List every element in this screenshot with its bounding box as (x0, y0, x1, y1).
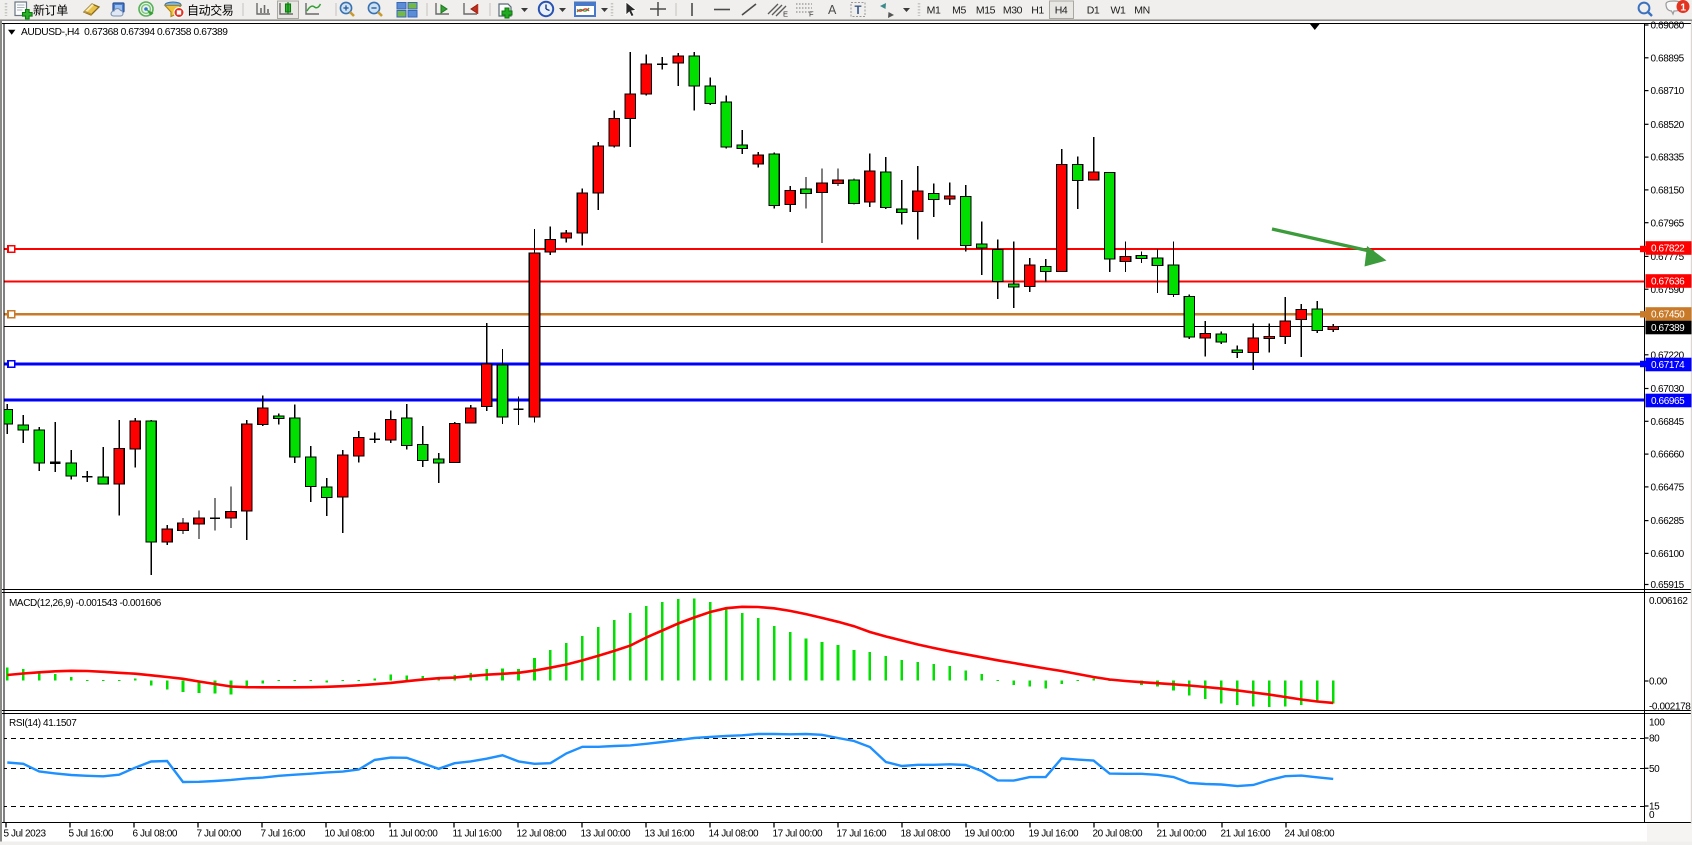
svg-text:0.67965: 0.67965 (1651, 218, 1685, 229)
svg-text:5 Jul 16:00: 5 Jul 16:00 (69, 829, 114, 840)
svg-text:0.00: 0.00 (1649, 677, 1668, 688)
svg-text:0.006162: 0.006162 (1649, 596, 1688, 607)
svg-text:21 Jul 16:00: 21 Jul 16:00 (1221, 829, 1272, 840)
svg-text:E: E (783, 10, 788, 19)
svg-text:0.66845: 0.66845 (1651, 417, 1685, 428)
svg-text:0.65915: 0.65915 (1651, 580, 1685, 591)
svg-text:0.67220: 0.67220 (1651, 350, 1685, 361)
svg-text:12 Jul 08:00: 12 Jul 08:00 (517, 829, 568, 840)
svg-text:0.68520: 0.68520 (1651, 120, 1685, 131)
svg-text:19 Jul 00:00: 19 Jul 00:00 (965, 829, 1016, 840)
svg-text:A: A (828, 3, 837, 17)
svg-text:13 Jul 00:00: 13 Jul 00:00 (581, 829, 632, 840)
svg-text:10 Jul 08:00: 10 Jul 08:00 (325, 829, 376, 840)
svg-text:0.67775: 0.67775 (1651, 252, 1685, 263)
svg-text:AUDUSD-,H4 0.67368 0.67394 0.: AUDUSD-,H4 0.67368 0.67394 0.67358 0.673… (21, 27, 228, 38)
svg-text:0.68150: 0.68150 (1651, 186, 1685, 197)
svg-text:0.66285: 0.66285 (1651, 516, 1685, 527)
svg-text:新订单: 新订单 (33, 3, 68, 18)
svg-text:24 Jul 08:00: 24 Jul 08:00 (1285, 829, 1336, 840)
svg-text:0.67822: 0.67822 (1651, 244, 1685, 255)
svg-text:-0.002178: -0.002178 (1649, 702, 1691, 713)
svg-text:11 Jul 00:00: 11 Jul 00:00 (389, 829, 439, 840)
svg-text:80: 80 (1649, 734, 1660, 745)
svg-text:21 Jul 00:00: 21 Jul 00:00 (1157, 829, 1208, 840)
svg-text:7 Jul 16:00: 7 Jul 16:00 (261, 829, 306, 840)
svg-text:0.66100: 0.66100 (1651, 549, 1685, 560)
svg-text:MN: MN (1134, 5, 1150, 17)
svg-text:RSI(14) 41.1507: RSI(14) 41.1507 (9, 718, 77, 729)
svg-text:7 Jul 00:00: 7 Jul 00:00 (197, 829, 242, 840)
svg-text:0.66660: 0.66660 (1651, 450, 1685, 461)
svg-text:0.67590: 0.67590 (1651, 285, 1685, 296)
svg-text:0.67030: 0.67030 (1651, 384, 1685, 395)
svg-text:13 Jul 16:00: 13 Jul 16:00 (645, 829, 696, 840)
svg-text:0.68895: 0.68895 (1651, 53, 1685, 64)
svg-text:0.67636: 0.67636 (1651, 277, 1685, 288)
svg-text:20 Jul 08:00: 20 Jul 08:00 (1093, 829, 1144, 840)
svg-text:11 Jul 16:00: 11 Jul 16:00 (453, 829, 503, 840)
svg-text:M15: M15 (976, 5, 996, 17)
svg-text:0: 0 (1649, 810, 1655, 821)
svg-text:MACD(12,26,9) -0.001543 -0.001: MACD(12,26,9) -0.001543 -0.001606 (9, 598, 162, 609)
svg-text:0.66475: 0.66475 (1651, 483, 1685, 494)
svg-text:17 Jul 00:00: 17 Jul 00:00 (773, 829, 824, 840)
svg-text:H1: H1 (1031, 5, 1044, 17)
svg-text:0.67450: 0.67450 (1651, 310, 1685, 321)
svg-text:0.68335: 0.68335 (1651, 153, 1685, 164)
svg-text:自动交易: 自动交易 (187, 3, 233, 18)
svg-text:T: T (855, 5, 862, 17)
svg-text:5 Jul 2023: 5 Jul 2023 (4, 829, 47, 840)
svg-text:100: 100 (1649, 718, 1665, 729)
svg-text:0.68710: 0.68710 (1651, 86, 1685, 97)
svg-text:6 Jul 08:00: 6 Jul 08:00 (133, 829, 178, 840)
svg-text:50: 50 (1649, 764, 1660, 775)
svg-text:M30: M30 (1003, 5, 1023, 17)
svg-text:1: 1 (1680, 2, 1686, 14)
svg-text:0.66965: 0.66965 (1651, 396, 1685, 407)
svg-text:0.69080: 0.69080 (1651, 21, 1685, 32)
svg-text:M5: M5 (952, 5, 966, 17)
svg-text:15: 15 (1649, 802, 1660, 813)
svg-text:0.67389: 0.67389 (1651, 323, 1685, 334)
svg-text:F: F (809, 10, 814, 19)
svg-text:19 Jul 16:00: 19 Jul 16:00 (1029, 829, 1080, 840)
svg-text:D1: D1 (1087, 5, 1100, 17)
svg-text:17 Jul 16:00: 17 Jul 16:00 (837, 829, 888, 840)
svg-text:18 Jul 08:00: 18 Jul 08:00 (901, 829, 952, 840)
svg-text:M1: M1 (927, 5, 941, 17)
svg-text:14 Jul 08:00: 14 Jul 08:00 (709, 829, 760, 840)
svg-text:H4: H4 (1055, 5, 1068, 17)
svg-text:0.67174: 0.67174 (1651, 360, 1685, 371)
svg-text:W1: W1 (1111, 5, 1127, 17)
